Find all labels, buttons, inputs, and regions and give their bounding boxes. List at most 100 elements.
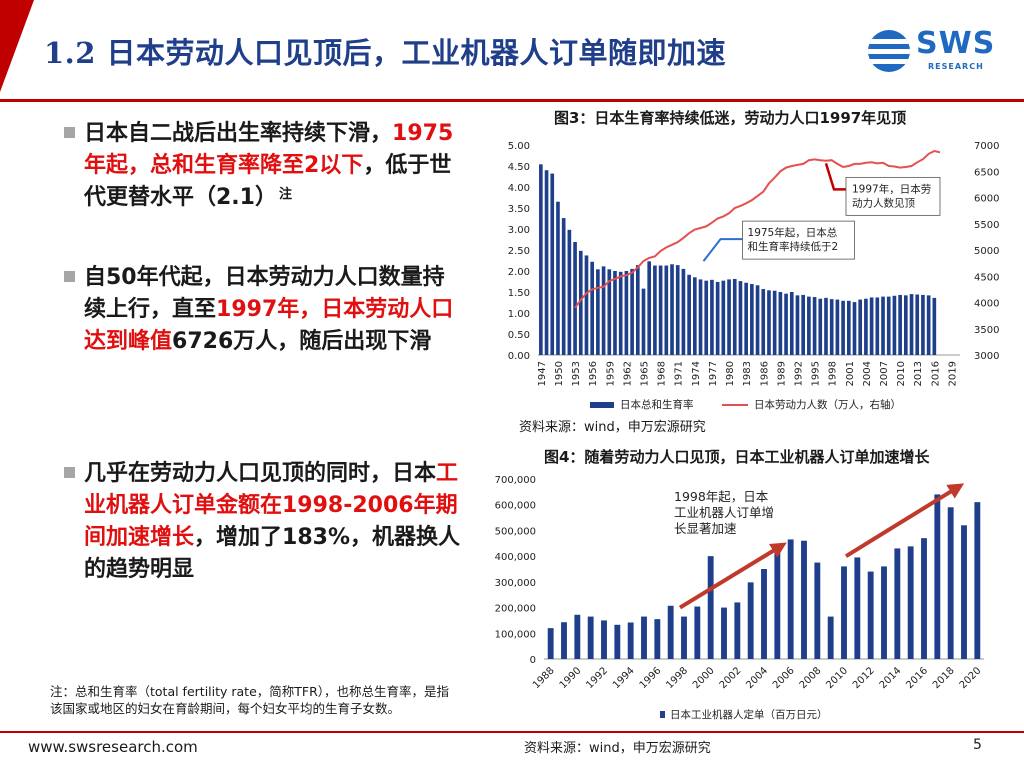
fig3-x-tick: 2001 <box>845 361 856 386</box>
fig4-trend-arrow-2 <box>844 483 965 558</box>
fig4-y-tick: 400,000 <box>495 552 536 563</box>
fig3-bar <box>846 300 851 355</box>
fig3-x-tick: 1974 <box>691 361 702 386</box>
fig4-x-tick: 2018 <box>931 665 957 691</box>
fig3-bar <box>584 255 589 355</box>
fig4-x-tick: 1998 <box>664 665 690 691</box>
fig4-x-tick: 1996 <box>638 665 664 691</box>
fig3-bar <box>932 297 937 355</box>
fig3-bar <box>807 296 811 355</box>
bullet-1-text-b: ，低于世代更替水平（2.1） <box>84 153 452 210</box>
fig3-bar <box>635 265 640 355</box>
fig3-annotation-1975-text: 和生育率持续低于2 <box>748 240 839 253</box>
fig3-bar <box>544 170 549 355</box>
fig4-y-tick: 300,000 <box>495 578 536 589</box>
fig4-x-tick: 1990 <box>558 665 584 691</box>
fig4-bar <box>974 502 981 659</box>
fig4-annotation-text: 1998年起，日本 <box>674 489 769 504</box>
fig4-x-tick: 2020 <box>958 665 984 691</box>
fig3-bar <box>670 264 674 355</box>
fig3-bar <box>841 300 845 355</box>
fig3-x-tick: 1989 <box>776 361 787 386</box>
fig4-x-tick: 2010 <box>824 665 850 691</box>
fig4-y-tick: 600,000 <box>495 501 536 512</box>
fig3-bar <box>710 279 714 355</box>
fig3-x-tick: 2019 <box>947 361 958 386</box>
fig4-bar <box>814 562 821 659</box>
fig4-bar <box>801 540 807 659</box>
fig3-x-tick: 1992 <box>793 361 804 386</box>
fig4-bar <box>561 622 567 659</box>
fig3-y-left-tick: 1.50 <box>508 288 530 299</box>
fig4-bar <box>681 616 687 659</box>
fig4-bar <box>841 566 847 659</box>
fig4-x-tick: 2014 <box>878 665 904 691</box>
bullet-1: 日本自二战后出生率持续下滑，1975年起，总和生育率降至2以下，低于世代更替水平… <box>64 118 464 214</box>
fig3-annotation-1997-text: 1997年，日本劳 <box>852 182 931 195</box>
fig3-x-tick: 1971 <box>674 361 685 386</box>
fig4-x-tick: 1992 <box>584 665 610 691</box>
fig3-y-left-tick: 0.50 <box>508 330 530 341</box>
fig4-bar <box>854 557 861 659</box>
fig4-bar <box>641 616 647 659</box>
footnote: 注：总和生育率（total fertility rate，简称TFR），也称总生… <box>50 684 450 716</box>
website-link[interactable]: www.swsresearch.com <box>28 738 198 756</box>
fig3-y-right-tick: 6000 <box>974 194 999 205</box>
fig3-bar <box>556 201 560 355</box>
fig3-bar <box>675 265 680 355</box>
fig3-bar <box>613 271 617 355</box>
bullet-2-highlight: 1997年，日本劳动人口达到峰值 <box>84 297 454 354</box>
fig3-y-left-tick: 1.00 <box>508 309 530 320</box>
fig3-bar <box>875 297 880 355</box>
fig3-bar <box>647 261 652 355</box>
fig3-y-right-tick: 3500 <box>974 325 999 336</box>
fig3-bar <box>921 294 925 355</box>
fig3-legend-line-label: 日本劳动力人数（万人，右轴） <box>754 398 901 411</box>
fig3-bar <box>801 294 806 355</box>
bullet-1-highlight: 1975年起，总和生育率降至2以下 <box>84 121 454 178</box>
fig3-bar <box>761 289 766 355</box>
fig3-x-tick: 1956 <box>588 361 599 386</box>
bullet-square-icon <box>64 467 75 478</box>
fig4-x-tick: 2012 <box>851 665 877 691</box>
fig3-bar <box>641 288 646 355</box>
fig3-x-tick: 2010 <box>896 361 907 386</box>
fig3-y-right-tick: 4000 <box>974 299 999 310</box>
fig3-bar <box>892 295 897 355</box>
logo-subtext: RESEARCH <box>928 62 984 71</box>
fig3-x-tick: 1977 <box>708 361 719 386</box>
bullet-3-text-a: 几乎在劳动力人口见顶的同时，日本 <box>84 461 437 486</box>
fig3-bar <box>824 297 828 355</box>
fig4-bar <box>947 507 954 659</box>
fig4-bar <box>921 538 927 659</box>
fig3-bar <box>744 282 748 355</box>
fig3-bar <box>727 279 731 355</box>
fig3-bar <box>687 274 691 355</box>
fig4-bar <box>707 556 714 659</box>
fig3-bar <box>601 266 606 355</box>
fig3-bar <box>704 280 709 355</box>
fig4-x-tick: 2004 <box>744 665 770 691</box>
fig3-y-right-tick: 3000 <box>974 351 999 362</box>
bullet-square-icon <box>64 271 75 282</box>
page-title: 1.2 日本劳动人口见顶后，工业机器人订单随即加速 <box>44 36 727 70</box>
fig3-bar <box>692 277 697 355</box>
fig3-y-left-tick: 2.00 <box>508 267 530 278</box>
fig4-bar <box>787 539 794 659</box>
fig3-bar <box>812 297 817 355</box>
fig3-y-left-tick: 2.50 <box>508 246 530 257</box>
fig4-trend-arrow-1 <box>678 542 787 610</box>
fig4-bar <box>881 566 887 659</box>
sws-logo-icon <box>868 30 910 72</box>
fig4-bar <box>774 548 781 659</box>
fig3-y-right-tick: 7000 <box>974 141 999 152</box>
fig4-y-tick: 0 <box>530 655 536 666</box>
fig3-bar <box>578 250 583 355</box>
fig3-bar <box>607 269 612 355</box>
bullet-3-highlight: 工业机器人订单金额在1998-2006年期间加速增长 <box>84 461 459 550</box>
fig4-x-tick: 2008 <box>798 665 824 691</box>
fig4-bar <box>547 628 554 659</box>
fig3-y-right-tick: 5000 <box>974 246 999 257</box>
fig4-chart: 0 100,000 200,000 300,000 400,000 500,000 600,… <box>495 475 984 721</box>
fig4-x-tick: 2002 <box>718 665 744 691</box>
